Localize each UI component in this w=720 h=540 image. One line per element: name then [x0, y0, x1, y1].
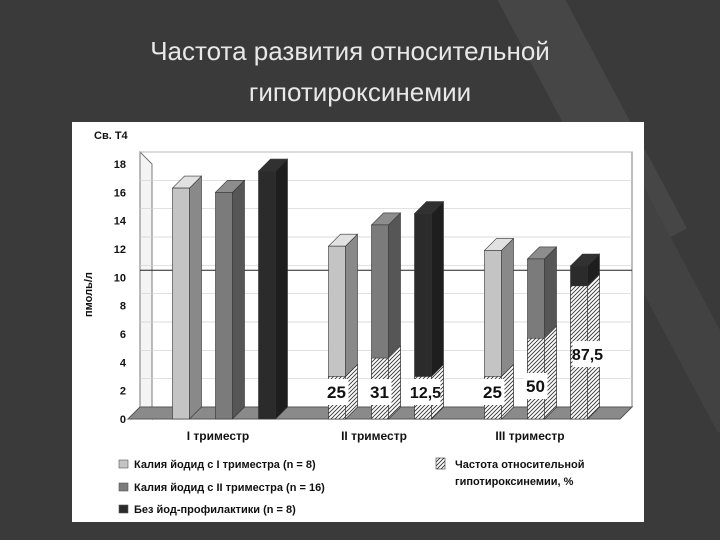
bar-1-3	[257, 158, 289, 420]
percent-label-box	[572, 341, 603, 368]
legend-label-hatched: Частота относительной гипотироксинемии, …	[455, 459, 588, 488]
legend-label-series-1: Калия йодид с I триместра (n = 8)	[134, 459, 316, 471]
percent-label: 25	[483, 383, 502, 402]
x-tick-label: I триместр	[187, 429, 250, 443]
percent-label: 87,5	[572, 347, 603, 364]
bar-1-2	[214, 179, 246, 420]
y-tick-label: 6	[120, 329, 126, 341]
y-tick-label: 8	[120, 301, 126, 313]
y-tick-label: 4	[120, 357, 127, 369]
percent-label-box	[480, 379, 505, 405]
bar-front	[258, 170, 276, 420]
legend-label-series-3: Без йод-профилактики (n = 8)	[134, 504, 296, 516]
bar-side	[232, 179, 245, 420]
bar-3-1	[483, 237, 515, 420]
y-tick-label: 2	[120, 386, 126, 398]
y-tick-label: 12	[114, 244, 126, 256]
legend-swatch-hatched	[435, 457, 446, 470]
percent-labels: 25 31 12,5 25 50 87,5	[324, 341, 603, 405]
bar-front	[172, 187, 190, 420]
y-tick-label: 0	[120, 414, 126, 426]
percent-label-box	[410, 379, 441, 405]
legend-swatch-series-3	[118, 504, 129, 514]
percent-label-box	[367, 379, 392, 405]
slide-title-line1: Частота развития относительной	[150, 36, 550, 66]
bar-1-1	[171, 175, 203, 420]
bar-3-3	[569, 253, 601, 420]
percent-label-box	[523, 373, 548, 399]
percent-label: 25	[327, 383, 346, 402]
bar-side	[275, 158, 288, 420]
y-tick-label: 18	[114, 159, 126, 171]
slide-title-line2: гипотироксинемии	[248, 77, 472, 107]
y-tick-label: 16	[114, 187, 126, 199]
bar-hatched-side	[544, 325, 557, 420]
legend-label-series-2: Калия йодид с II триместра (n = 16)	[134, 482, 325, 494]
x-tick-label: III триместр	[495, 429, 564, 443]
y-axis-label: пмоль/л	[83, 272, 95, 317]
x-tick-labels: I триместр II триместр III триместр	[187, 429, 565, 443]
y-tick-label: 14	[114, 216, 127, 228]
percent-label: 31	[370, 383, 389, 402]
bar-front	[215, 192, 233, 420]
chart-panel: Св. Т4 пмоль/л 0 2 4 6 8 10 12 14 16 18 25 31 12,5 2…	[72, 122, 644, 522]
y-tick-label: 10	[114, 272, 126, 284]
x-tick-label: II триместр	[341, 429, 407, 443]
percent-label: 12,5	[410, 385, 441, 402]
bar-side	[189, 175, 202, 420]
percent-label-box	[324, 379, 349, 405]
legend: Калия йодид с I триместра (n = 8) Калия …	[118, 457, 588, 516]
y-axis-top-label: Св. Т4	[94, 130, 129, 142]
percent-label: 50	[526, 377, 545, 396]
y-tick-labels: 0 2 4 6 8 10 12 14 16 18	[114, 159, 127, 426]
legend-swatch-series-2	[118, 482, 129, 492]
legend-swatch-series-1	[118, 459, 129, 469]
